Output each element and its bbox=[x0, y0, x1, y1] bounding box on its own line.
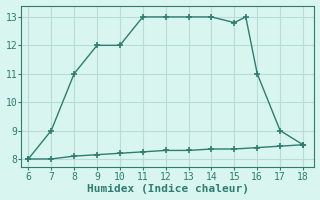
X-axis label: Humidex (Indice chaleur): Humidex (Indice chaleur) bbox=[87, 184, 249, 194]
